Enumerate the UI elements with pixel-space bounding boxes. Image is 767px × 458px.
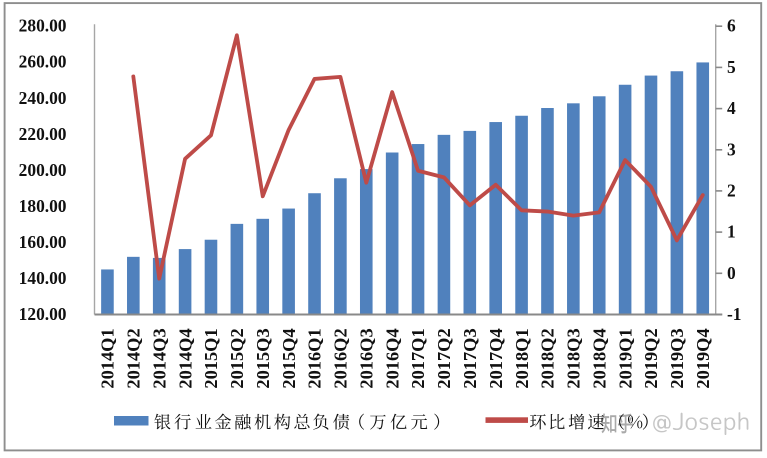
svg-text:2015Q3: 2015Q3: [253, 328, 273, 388]
svg-text:2: 2: [727, 180, 736, 200]
svg-text:2018Q4: 2018Q4: [589, 328, 609, 388]
svg-text:2018Q3: 2018Q3: [564, 328, 584, 388]
svg-text:280.00: 280.00: [19, 16, 67, 36]
svg-text:200.00: 200.00: [19, 160, 67, 180]
svg-text:220.00: 220.00: [19, 124, 67, 144]
svg-text:3: 3: [727, 139, 736, 159]
svg-text:4: 4: [727, 98, 736, 118]
svg-text:0: 0: [727, 263, 736, 283]
svg-text:2016Q2: 2016Q2: [331, 328, 351, 388]
svg-text:2018Q1: 2018Q1: [512, 328, 532, 388]
svg-text:2019Q2: 2019Q2: [641, 328, 661, 388]
svg-text:2018Q2: 2018Q2: [538, 328, 558, 388]
svg-text:2015Q1: 2015Q1: [201, 328, 221, 388]
svg-text:160.00: 160.00: [19, 232, 67, 252]
svg-text:120.00: 120.00: [19, 304, 67, 324]
svg-text:2014Q2: 2014Q2: [124, 328, 144, 388]
svg-text:2017Q4: 2017Q4: [486, 328, 506, 388]
svg-text:180.00: 180.00: [19, 196, 67, 216]
svg-text:5: 5: [727, 57, 736, 77]
svg-text:2019Q1: 2019Q1: [615, 328, 635, 388]
svg-text:2015Q4: 2015Q4: [279, 328, 299, 388]
svg-text:2014Q1: 2014Q1: [98, 328, 118, 388]
svg-text:2017Q2: 2017Q2: [434, 328, 454, 388]
svg-text:2019Q4: 2019Q4: [693, 328, 713, 388]
svg-text:2014Q4: 2014Q4: [175, 328, 195, 388]
svg-text:2014Q3: 2014Q3: [149, 328, 169, 388]
svg-text:2016Q1: 2016Q1: [305, 328, 325, 388]
svg-text:2017Q1: 2017Q1: [408, 328, 428, 388]
svg-text:6: 6: [727, 16, 736, 36]
svg-text:2016Q4: 2016Q4: [382, 328, 402, 388]
svg-text:2019Q3: 2019Q3: [667, 328, 687, 388]
svg-text:-1: -1: [727, 304, 742, 324]
svg-text:2015Q2: 2015Q2: [227, 328, 247, 388]
svg-text:140.00: 140.00: [19, 268, 67, 288]
svg-text:260.00: 260.00: [19, 52, 67, 72]
svg-text:2017Q3: 2017Q3: [460, 328, 480, 388]
svg-text:1: 1: [727, 222, 736, 242]
svg-text:2016Q3: 2016Q3: [356, 328, 376, 388]
svg-text:240.00: 240.00: [19, 88, 67, 108]
